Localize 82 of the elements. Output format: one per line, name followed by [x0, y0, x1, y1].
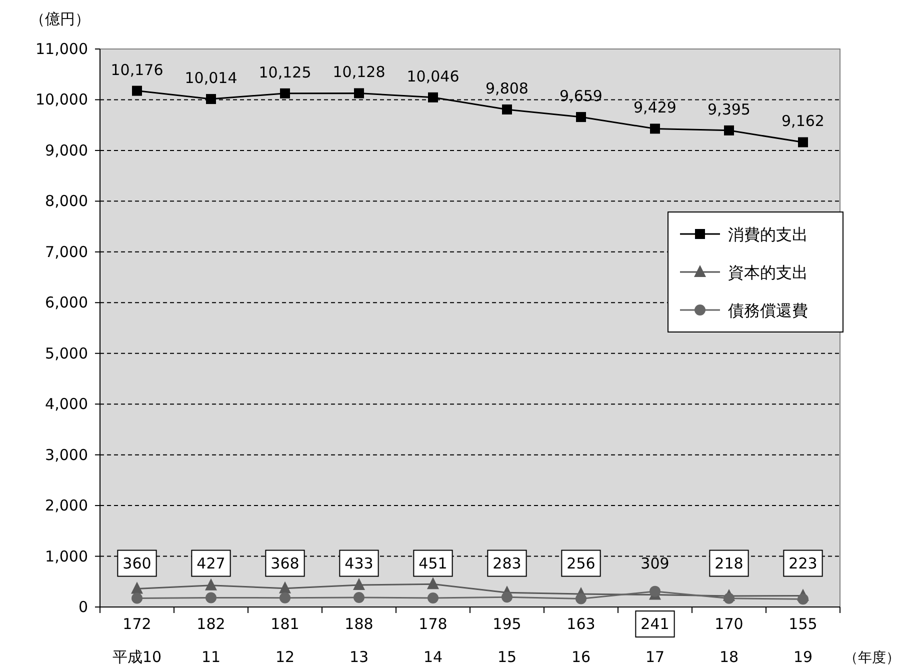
y-tick-label: 10,000: [36, 90, 88, 109]
x-tick-label: 15: [497, 648, 517, 666]
data-label: 9,808: [486, 79, 528, 98]
x-tick-label: 14: [423, 648, 443, 666]
y-tick-label: 7,000: [45, 242, 88, 261]
point: [132, 86, 142, 96]
point: [279, 581, 291, 594]
point: [354, 88, 364, 98]
data-label: 10,176: [110, 60, 164, 79]
point: [132, 592, 142, 604]
data-label: 9,162: [782, 112, 824, 130]
point: [206, 592, 216, 604]
data-label: 155: [788, 615, 818, 633]
x-tick-label: 19: [793, 648, 813, 666]
point: [427, 577, 439, 590]
point: [206, 94, 216, 104]
point: [502, 104, 512, 114]
point: [576, 112, 586, 122]
data-label: 182: [196, 615, 226, 633]
x-tick-label: 平成10: [112, 648, 162, 666]
point: [280, 592, 290, 604]
point: [353, 578, 365, 590]
point: [428, 592, 438, 604]
data-label: 9,429: [634, 98, 676, 117]
data-label: 163: [566, 615, 596, 633]
y-tick-label: 11,000: [36, 40, 88, 58]
data-label: 10,125: [258, 63, 312, 82]
data-label: 241: [640, 615, 670, 633]
point: [724, 592, 734, 604]
y-tick-label: 9,000: [45, 141, 88, 160]
point: [280, 88, 290, 98]
data-label: 178: [418, 615, 448, 633]
y-tick-label: 0: [78, 598, 88, 616]
point: [428, 92, 438, 102]
data-label: 170: [714, 615, 744, 633]
x-tick-label: 18: [719, 648, 739, 666]
x-tick-label: 12: [275, 648, 295, 666]
x-axis-title: （年度）: [844, 650, 900, 666]
data-label: 10,128: [332, 63, 386, 82]
point: [502, 592, 512, 603]
x-tick-label: 11: [201, 648, 221, 666]
legend-label: 資本的支出: [728, 263, 808, 282]
data-label: 9,659: [560, 87, 602, 106]
y-tick-label: 5,000: [45, 344, 88, 362]
data-label: 195: [492, 615, 522, 633]
x-tick-label: 16: [571, 648, 591, 666]
data-label: 10,046: [406, 67, 460, 86]
point: [650, 124, 660, 134]
data-label: 10,014: [184, 69, 238, 88]
data-label: 256: [566, 554, 596, 572]
data-label: 283: [492, 554, 522, 572]
y-tick-label: 4,000: [45, 395, 88, 414]
point: [131, 582, 143, 594]
point: [724, 125, 734, 136]
y-tick-label: 6,000: [45, 294, 88, 312]
y-tick-label: 1,000: [45, 547, 88, 566]
data-label: 223: [788, 554, 818, 572]
legend-label: 債務償還費: [728, 301, 808, 320]
data-label: 433: [344, 554, 374, 572]
x-tick-label: 17: [645, 648, 665, 666]
data-label: 451: [418, 554, 448, 572]
point: [650, 586, 660, 597]
y-axis-title: （億円）: [30, 10, 90, 28]
data-label: 427: [196, 554, 226, 572]
y-tick-label: 3,000: [45, 446, 88, 464]
y-tick-label: 8,000: [45, 192, 88, 210]
legend-label: 消費的支出: [728, 225, 808, 244]
point: [576, 593, 586, 604]
y-tick-label: 2,000: [45, 496, 88, 515]
point: [798, 137, 808, 148]
point: [354, 592, 364, 603]
data-label: 172: [122, 615, 152, 633]
data-label: 9,395: [708, 100, 750, 118]
data-label: 181: [270, 615, 300, 633]
data-label: 360: [122, 554, 152, 572]
x-tick-label: 13: [349, 648, 369, 666]
data-label: 309: [640, 554, 670, 572]
point: [798, 594, 808, 605]
data-label: 218: [714, 554, 744, 572]
data-label: 368: [270, 554, 300, 572]
data-label: 188: [344, 615, 374, 633]
point: [205, 578, 217, 590]
